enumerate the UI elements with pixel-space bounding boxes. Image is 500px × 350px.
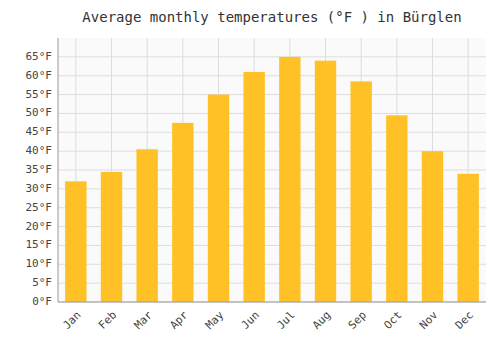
x-tick-label: Jan — [60, 309, 83, 332]
bar — [136, 149, 157, 302]
x-tick-label: Sep — [346, 309, 369, 332]
x-tick-label: Jun — [239, 309, 262, 332]
grid-line-y — [58, 56, 486, 57]
y-tick-label: 5°F — [32, 276, 52, 289]
grid-line-y — [58, 132, 486, 133]
y-tick-label: 55°F — [26, 88, 53, 101]
bar — [386, 115, 407, 302]
grid-line-y — [58, 75, 486, 76]
x-tick-label: Nov — [417, 308, 441, 332]
x-tick-label: Dec — [453, 309, 476, 332]
y-tick-label: 0°F — [32, 295, 52, 308]
x-tick-label: Apr — [167, 308, 191, 332]
y-tick-label: 25°F — [26, 201, 53, 214]
y-tick-label: 20°F — [26, 220, 53, 233]
bar — [279, 57, 300, 302]
bar — [172, 123, 193, 302]
x-tick-label: Mar — [132, 308, 156, 332]
y-tick-label: 40°F — [26, 144, 53, 157]
chart-svg: 0°F 5°F 10°F 15°F 20°F 25°F 30°F 35°F 40°F 45°F 50… — [0, 0, 500, 350]
y-tick-label: 45°F — [26, 125, 53, 138]
y-tick-label: 30°F — [26, 182, 53, 195]
chart-title: Average monthly temperatures (°F ) in Bü… — [82, 9, 461, 25]
bar — [422, 151, 443, 302]
y-tick-label: 35°F — [26, 163, 53, 176]
axes: 0°F 5°F 10°F 15°F 20°F 25°F 30°F 35°F 40°F 45°F 50… — [26, 38, 487, 332]
bar — [208, 95, 229, 302]
bar — [101, 172, 122, 302]
x-tick-label: May — [203, 308, 227, 332]
grid-line-y — [58, 113, 486, 114]
x-tick-label: Jul — [274, 309, 297, 332]
y-tick-label: 65°F — [26, 50, 53, 63]
bar — [315, 61, 336, 302]
x-tick-label: Aug — [310, 309, 333, 332]
y-axis-line — [58, 38, 59, 302]
y-tick-label: 50°F — [26, 106, 53, 119]
grid — [58, 38, 486, 302]
y-tick-label: 15°F — [26, 238, 53, 251]
bar — [65, 181, 86, 302]
bar — [243, 72, 264, 302]
y-tick-label: 10°F — [26, 257, 53, 270]
bar — [350, 81, 371, 302]
x-tick-label: Oct — [381, 309, 404, 332]
bar — [457, 174, 478, 302]
grid-line-y — [58, 302, 486, 303]
bars — [65, 57, 479, 302]
x-tick-label: Feb — [96, 309, 119, 332]
y-tick-label: 60°F — [26, 69, 53, 82]
plot-background — [58, 38, 486, 302]
grid-line-y — [58, 94, 486, 95]
x-axis-line — [58, 302, 486, 303]
chart-container: 0°F 5°F 10°F 15°F 20°F 25°F 30°F 35°F 40°F 45°F 50… — [0, 0, 500, 350]
